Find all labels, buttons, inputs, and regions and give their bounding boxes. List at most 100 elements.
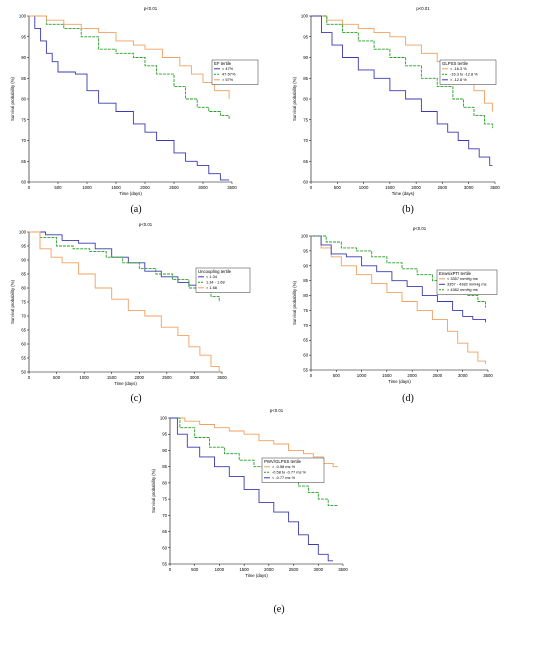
- x-tick-label: 1500: [385, 185, 395, 190]
- y-tick-label: 60: [162, 545, 167, 550]
- y-tick-label: 100: [301, 14, 309, 19]
- y-axis-label: Survival probability (%): [151, 468, 156, 513]
- y-tick-label: 70: [303, 138, 308, 143]
- x-tick-label: 2000: [411, 185, 421, 190]
- x-tick-label: 1500: [107, 375, 117, 380]
- survival-curve-orange: [170, 417, 339, 468]
- x-tick-label: 2000: [264, 567, 274, 572]
- y-tick-label: 75: [21, 300, 26, 305]
- y-tick-label: 75: [21, 117, 26, 122]
- y-tick-label: 75: [303, 117, 308, 122]
- x-tick-label: 500: [333, 373, 341, 378]
- y-tick-label: 90: [303, 55, 308, 60]
- y-tick-label: 60: [21, 342, 26, 347]
- y-tick-label: 80: [21, 97, 26, 102]
- legend-title: EnwsixPTI tertile: [439, 271, 472, 276]
- survival-curve-green: [29, 231, 220, 302]
- y-axis-label: Survival probability (%): [10, 76, 15, 121]
- x-tick-label: 0: [310, 373, 313, 378]
- x-tick-label: 3000: [190, 375, 200, 380]
- y-tick-label: 100: [19, 14, 27, 19]
- legend-box: [195, 267, 251, 293]
- x-tick-label: 0: [169, 567, 172, 572]
- y-tick-label: 60: [303, 180, 308, 185]
- y-tick-label: 100: [19, 230, 27, 235]
- y-tick-label: 85: [21, 272, 26, 277]
- y-tick-label: 100: [301, 234, 309, 239]
- x-tick-label: 3500: [227, 185, 237, 190]
- legend-entry: < 47%: [222, 66, 234, 71]
- y-tick-label: 75: [303, 308, 308, 313]
- legend-entry: < -0.77 ms %: [272, 475, 296, 480]
- x-tick-label: 500: [53, 375, 61, 380]
- legend-entry: 3357 - 4382 mmHg ms: [447, 282, 487, 287]
- x-tick-label: 3500: [338, 567, 348, 572]
- x-tick-label: 2500: [433, 373, 443, 378]
- x-tick-label: 3500: [483, 373, 493, 378]
- panel-label: (e): [273, 604, 284, 615]
- p-value-label: p<0.01: [416, 6, 430, 11]
- x-tick-label: 0: [310, 185, 313, 190]
- y-tick-label: 70: [21, 138, 26, 143]
- legend-entry: > 1.68: [206, 285, 217, 290]
- x-tick-label: 3500: [217, 375, 227, 380]
- y-tick-label: 90: [303, 263, 308, 268]
- x-tick-label: 1500: [239, 567, 249, 572]
- legend-title: GLPSS tertile: [442, 61, 469, 66]
- x-tick-label: 2000: [140, 185, 150, 190]
- p-value-label: p<0.01: [144, 6, 158, 11]
- survival-curve-blue: [29, 231, 225, 290]
- legend-entry: 1.34 - 1.68: [206, 280, 225, 285]
- y-tick-label: 55: [162, 562, 167, 567]
- x-tick-label: 1000: [79, 375, 89, 380]
- y-tick-label: 70: [21, 314, 26, 319]
- x-axis-label: Time (days): [119, 191, 142, 196]
- y-tick-label: 65: [303, 338, 308, 343]
- y-tick-label: 90: [21, 258, 26, 263]
- y-tick-label: 80: [21, 286, 26, 291]
- x-tick-label: 3000: [198, 185, 208, 190]
- x-tick-label: 0: [28, 375, 31, 380]
- x-tick-label: 2000: [135, 375, 145, 380]
- y-tick-label: 80: [162, 480, 167, 485]
- survival-curve-green: [29, 15, 230, 120]
- legend-box: [439, 59, 497, 85]
- legend-entry: -16.3 to -12.8 %: [450, 72, 478, 77]
- y-tick-label: 75: [162, 497, 167, 502]
- y-tick-label: 95: [21, 34, 26, 39]
- x-tick-label: 2500: [169, 185, 179, 190]
- y-tick-label: 95: [162, 432, 167, 437]
- survival-curve-orange: [311, 235, 486, 364]
- x-tick-label: 3000: [314, 567, 324, 572]
- x-tick-label: 1000: [359, 185, 369, 190]
- x-tick-label: 3500: [490, 185, 500, 190]
- legend-title: PWV/GLPSS tertile: [264, 459, 302, 464]
- survival-curve-blue: [311, 235, 486, 323]
- y-tick-label: 90: [162, 448, 167, 453]
- survival-curve-blue: [311, 15, 493, 166]
- legend-entry: > 57%: [222, 77, 234, 82]
- y-tick-label: 65: [303, 159, 308, 164]
- y-tick-label: 95: [21, 244, 26, 249]
- x-tick-label: 1000: [215, 567, 225, 572]
- x-axis-label: Time (days): [114, 381, 137, 386]
- y-tick-label: 70: [303, 323, 308, 328]
- x-tick-label: 1500: [382, 373, 392, 378]
- x-tick-label: 500: [334, 185, 342, 190]
- y-tick-label: 70: [162, 513, 167, 518]
- y-tick-label: 80: [303, 97, 308, 102]
- legend-entry: > -0.58 ms %: [272, 464, 296, 469]
- y-tick-label: 65: [21, 328, 26, 333]
- x-tick-label: 3000: [458, 373, 468, 378]
- legend-entry: > 4382 mmHg ms: [447, 287, 478, 292]
- y-tick-label: 95: [303, 34, 308, 39]
- p-value-label: p<0.01: [139, 222, 153, 227]
- y-axis-label: Survival probability (%): [292, 76, 297, 121]
- x-tick-label: 0: [28, 185, 31, 190]
- y-tick-label: 100: [160, 416, 168, 421]
- x-tick-label: 500: [191, 567, 199, 572]
- y-tick-label: 95: [303, 248, 308, 253]
